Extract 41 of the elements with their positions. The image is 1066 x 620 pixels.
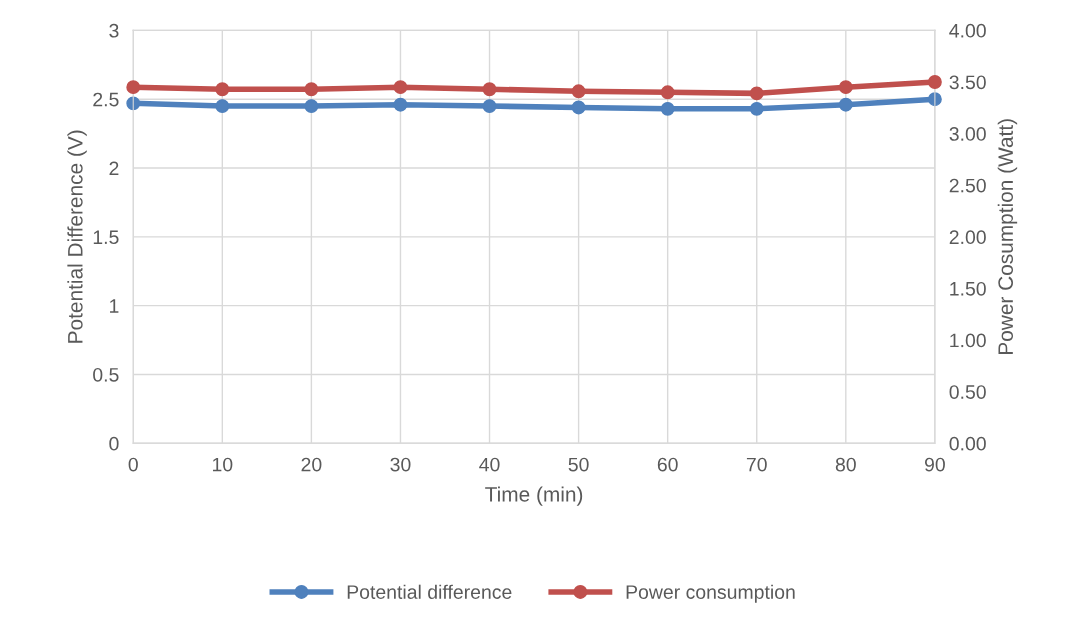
y2-tick-label: 3.50 [949,75,986,90]
y-tick-label: 0.5 [93,367,119,382]
x-tick-label: 10 [212,457,233,472]
point [571,84,586,99]
y-tick-label: 1 [110,299,119,313]
legend-label: Power consumption [626,584,795,603]
x-tick-label: 0 [128,457,138,472]
x-tick-label: 40 [479,457,500,472]
y2-tick-label: 4.00 [949,23,986,38]
point [393,80,408,95]
y2-tick-label: 1.50 [950,281,986,296]
y-tick-label: 2 [109,161,119,176]
point [838,80,853,95]
y-tick-label: 2.5 [93,92,119,107]
x-tick-label: 60 [657,457,678,472]
x-tick-label: 90 [924,457,945,472]
x-tick-label: 20 [301,457,322,472]
point [304,82,319,97]
y-axis-title: Potential Difference (V) [67,130,87,343]
point [126,80,141,95]
y2-tick-label: 3.00 [949,127,986,141]
y2-tick-label: 2.00 [949,230,986,245]
x-axis-title: Time (min) [485,486,583,506]
y2-tick-label: 0.50 [949,385,986,399]
point [482,82,497,97]
y2-axis-title: Power Cosumption (Watt) [997,119,1018,354]
point [215,82,230,97]
x-tick-label: 70 [746,457,767,472]
legend-label: Potential difference [347,584,512,599]
y2-tick-label: 0.00 [949,436,986,451]
point [927,75,942,89]
x-tick-label: 80 [835,457,856,472]
y-tick-label: 3 [109,23,119,38]
point [749,86,764,101]
y2-tick-label: 2.50 [949,178,986,193]
point [660,85,675,100]
y-tick-label: 0 [109,436,119,451]
x-tick-label: 50 [568,457,589,472]
x-tick-label: 30 [390,457,411,472]
y2-tick-label: 1.00 [950,333,986,348]
y-tick-label: 1.5 [93,230,119,245]
